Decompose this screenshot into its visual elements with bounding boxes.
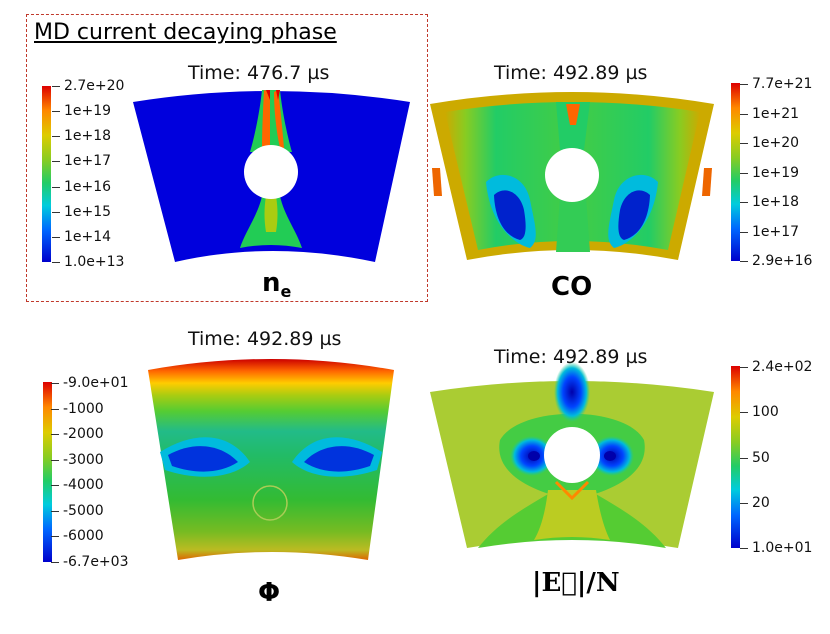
- colorbar-ne: [42, 86, 51, 262]
- colorbar-tick-mark: [740, 84, 748, 85]
- colorbar-co: [731, 83, 740, 261]
- colorbar-tick-label: -4000: [63, 477, 104, 494]
- colorbar-tick-label: 20: [752, 494, 770, 511]
- colorbar-tick-label: -6000: [63, 528, 104, 545]
- colorbar-tick-mark: [51, 383, 59, 384]
- colorbar-tick-mark: [52, 262, 60, 263]
- colorbar-tick-mark: [740, 457, 748, 459]
- colorbar-tick-label: 1e+16: [64, 178, 112, 195]
- colorbar-tick-mark: [51, 408, 59, 410]
- colorbar-tick-mark: [740, 113, 748, 115]
- colorbar-tick-mark: [52, 211, 60, 213]
- colorbar-tick-mark: [51, 459, 59, 461]
- label-ne: ne: [262, 268, 292, 302]
- colorbar-tick-label: 2.7e+20: [64, 78, 125, 94]
- colorbar-tick-label: 50: [752, 449, 770, 466]
- efield-plot: [430, 362, 714, 548]
- colorbar-tick-label: 2.9e+16: [752, 253, 813, 269]
- label-phi: Φ: [258, 578, 281, 608]
- colorbar-tick-label: 1e+18: [64, 128, 112, 145]
- colorbar-tick-label: 1e+15: [64, 203, 112, 220]
- colorbar-tick-mark: [740, 202, 748, 203]
- colorbar-tick-mark: [740, 231, 748, 233]
- phase-title: MD current decaying phase: [34, 20, 337, 45]
- co-plot: [430, 92, 714, 260]
- colorbar-tick-label: 1e+19: [752, 164, 800, 181]
- phi-plot: [148, 359, 394, 560]
- colorbar-tick-mark: [51, 434, 59, 436]
- colorbar-tick-label: -1000: [63, 400, 104, 417]
- colorbar-tick-mark: [740, 367, 748, 368]
- colorbar-tick-mark: [52, 136, 60, 138]
- label-co: CO: [551, 272, 593, 302]
- colorbar-tick-mark: [51, 536, 59, 538]
- colorbar-tick-label: 1e+21: [752, 105, 800, 122]
- colorbar-tick-label: 1.0e+13: [64, 254, 125, 270]
- colorbar-tick-mark: [52, 111, 60, 113]
- colorbar-tick-label: 1e+17: [752, 223, 800, 240]
- colorbar-tick-label: 1e+17: [64, 153, 112, 170]
- colorbar-tick-mark: [740, 502, 748, 504]
- colorbar-tick-label: -5000: [63, 502, 104, 519]
- colorbar-tick-mark: [51, 562, 59, 563]
- label-efield: |E⃗|/N: [532, 568, 620, 598]
- colorbar-tick-mark: [52, 161, 60, 163]
- colorbar-tick-label: 1e+14: [64, 228, 112, 245]
- colorbar-tick-mark: [52, 86, 60, 87]
- colorbar-tick-label: 100: [752, 404, 779, 421]
- colorbar-tick-label: -9.0e+01: [63, 375, 129, 391]
- colorbar-tick-label: 1.0e+01: [752, 540, 813, 556]
- colorbar-tick-label: 1e+18: [752, 194, 800, 210]
- colorbar-efield: [731, 366, 740, 548]
- colorbar-tick-label: 7.7e+21: [752, 76, 813, 92]
- colorbar-tick-mark: [740, 548, 748, 549]
- colorbar-tick-mark: [52, 236, 60, 238]
- colorbar-tick-label: 1e+20: [752, 135, 800, 151]
- time-efield: Time: 492.89 µs: [494, 346, 648, 368]
- colorbar-tick-label: -2000: [63, 426, 104, 443]
- colorbar-tick-mark: [51, 510, 59, 512]
- colorbar-tick-label: -3000: [63, 451, 104, 468]
- colorbar-phi: [43, 382, 52, 562]
- colorbar-tick-mark: [51, 485, 59, 487]
- time-co: Time: 492.89 µs: [494, 62, 648, 84]
- colorbar-tick-label: -6.7e+03: [63, 554, 129, 570]
- highlight-frame: [26, 14, 428, 302]
- colorbar-tick-mark: [52, 186, 60, 188]
- time-ne: Time: 476.7 µs: [188, 62, 330, 84]
- time-phi: Time: 492.89 µs: [188, 328, 342, 350]
- colorbar-tick-mark: [740, 412, 748, 414]
- colorbar-tick-label: 2.4e+02: [752, 359, 813, 375]
- ne-plot: [133, 90, 410, 262]
- colorbar-tick-mark: [740, 261, 748, 262]
- colorbar-tick-mark: [740, 172, 748, 174]
- colorbar-tick-label: 1e+19: [64, 103, 112, 120]
- colorbar-tick-mark: [740, 143, 748, 144]
